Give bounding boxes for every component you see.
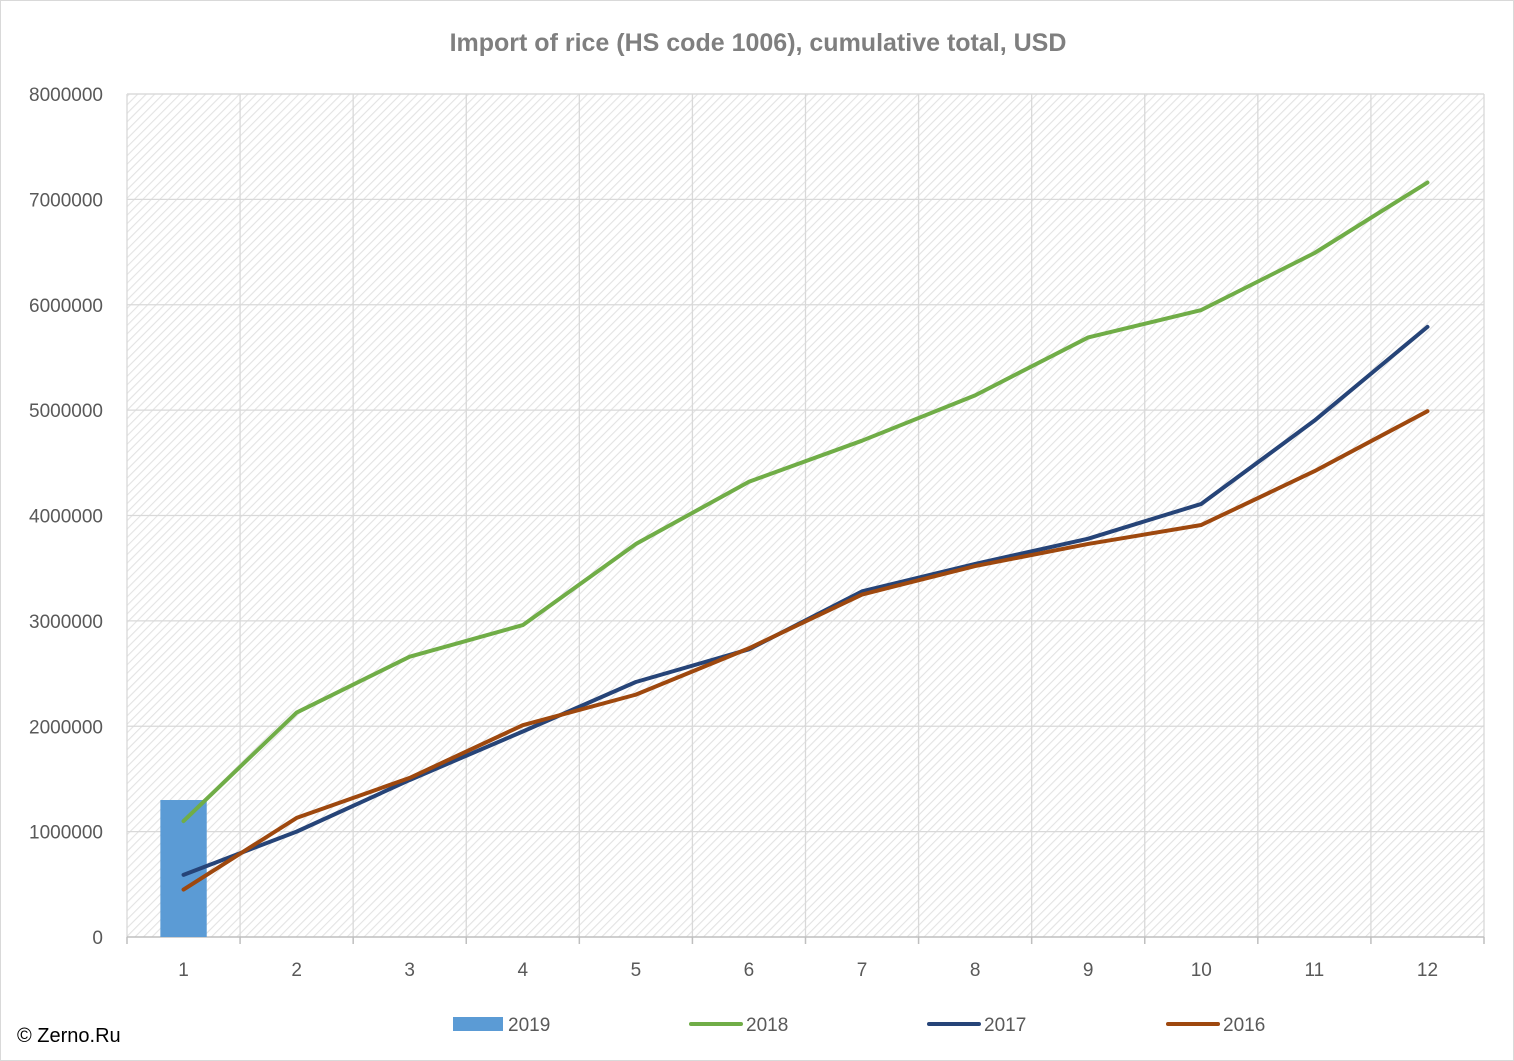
chart-title: Import of rice (HS code 1006), cumulativ… [450,29,1067,57]
x-tick-label: 7 [857,960,868,981]
x-tick-label: 3 [404,960,415,981]
axes: 0 1000000 2000000 3000000 4000000 5000000 6000… [29,85,1485,981]
y-tick-label: 0 [92,928,103,949]
y-tick-label: 5000000 [29,401,103,422]
x-tick-label: 10 [1191,960,1212,981]
gridlines [126,93,1485,937]
x-tick-label: 6 [744,960,755,981]
legend-swatch-2019 [453,1017,503,1031]
y-tick-label: 1000000 [29,823,103,844]
x-tick-label: 11 [1305,960,1325,981]
line-series-2016 [181,409,1430,892]
legend-label-2018: 2018 [746,1015,788,1036]
y-tick-label: 3000000 [29,612,103,633]
y-tick-label: 8000000 [29,85,103,106]
x-tick-label: 1 [178,960,189,981]
x-tick-label: 12 [1417,960,1438,981]
x-tick-label: 2 [291,960,302,981]
legend-label-2016: 2016 [1223,1015,1265,1036]
y-tick-label: 7000000 [29,190,103,211]
line-series [181,180,1430,892]
copyright-text: © Zerno.Ru [17,1025,121,1047]
legend-label-2017: 2017 [984,1015,1026,1036]
x-tick-label: 9 [1083,960,1094,981]
x-tick-label: 5 [631,960,642,981]
x-tick-label: 8 [970,960,981,981]
legend: 2019 2018 2017 2016 [453,1015,1265,1036]
legend-label-2019: 2019 [508,1015,550,1036]
y-tick-label: 4000000 [29,507,103,528]
y-tick-label: 2000000 [29,717,103,738]
line-series-2018 [181,180,1430,824]
y-tick-label: 6000000 [29,296,103,317]
x-tick-label: 4 [518,960,529,981]
